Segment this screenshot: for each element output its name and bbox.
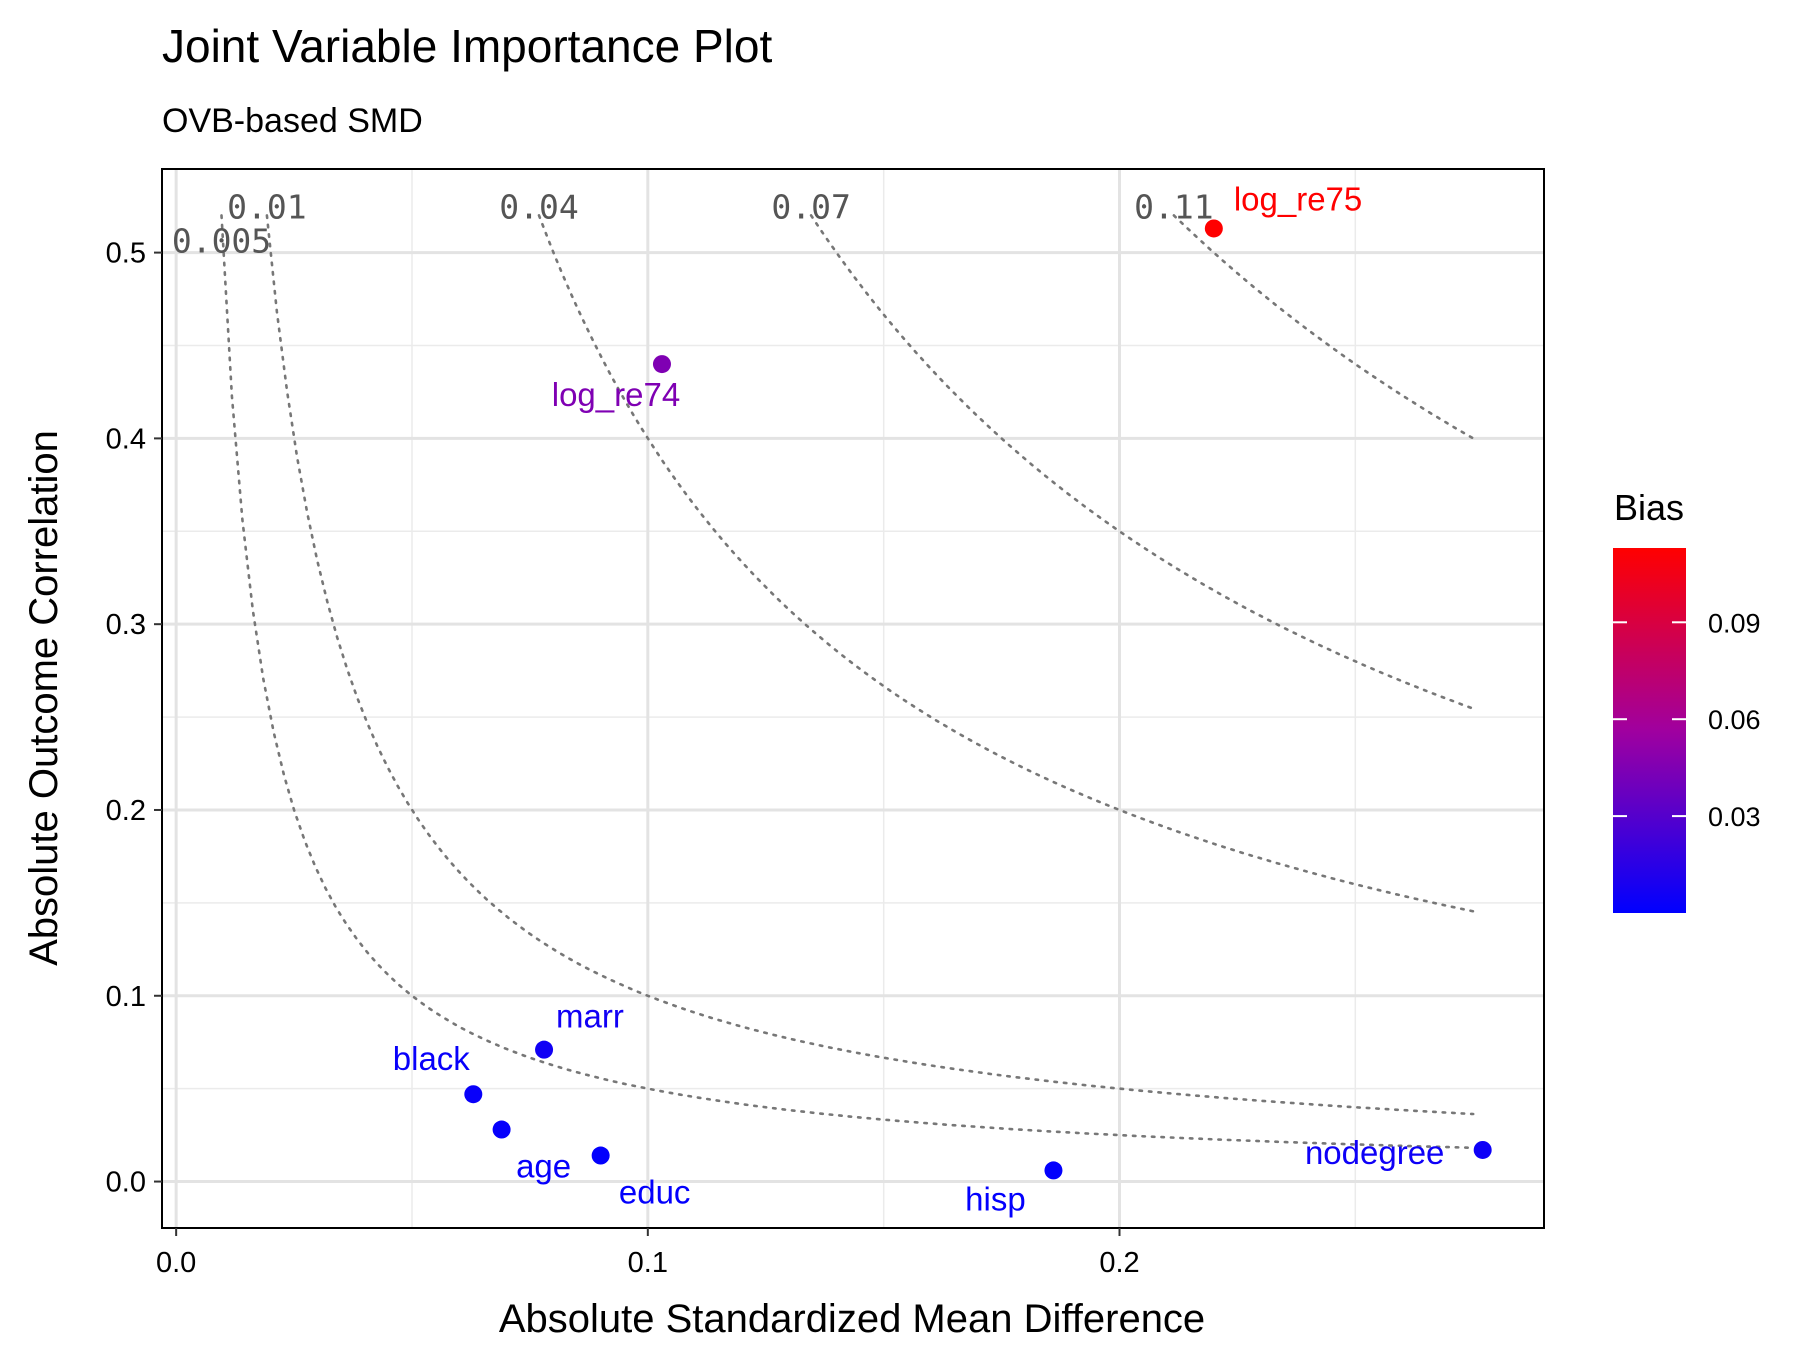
contour-label: 0.11 [1134,187,1213,226]
contour-line [265,214,1475,1116]
data-point [1204,219,1223,238]
x-tick-label: 0.0 [156,1247,196,1279]
contour-line [809,214,1475,710]
data-point [591,1146,610,1165]
legend-tick-label: 0.03 [1708,802,1761,832]
point-label: age [516,1148,571,1185]
contour-label: 0.07 [771,187,850,226]
chart-title: Joint Variable Importance Plot [162,20,772,72]
data-point [535,1040,554,1059]
contour-label: 0.01 [227,187,306,226]
point-label: log_re74 [552,376,680,413]
point-label: black [393,1040,471,1077]
x-tick-label: 0.1 [628,1247,668,1279]
point-label: marr [556,998,624,1035]
x-tick-label: 0.2 [1099,1247,1139,1279]
color-legend: Bias 0.03 0.06 0.09 [1613,487,1761,913]
data-point [652,355,671,374]
point-label: nodegree [1305,1134,1444,1171]
y-tick-label: 0.3 [106,609,146,641]
y-axis-title: Absolute Outcome Correlation [22,430,66,966]
x-axis-ticks: 0.0 0.1 0.2 [156,1228,1140,1279]
data-points [464,219,1492,1180]
bias-contours [220,214,1475,1150]
point-label: hisp [965,1180,1026,1217]
data-point [1473,1140,1492,1159]
legend-title: Bias [1614,487,1684,528]
y-tick-label: 0.0 [106,1167,146,1199]
point-label: log_re75 [1234,180,1362,217]
contour-label: 0.04 [499,187,578,226]
contour-line [220,214,1475,1150]
y-tick-label: 0.4 [106,423,146,455]
y-tick-label: 0.1 [106,981,146,1013]
legend-tick-label: 0.06 [1708,705,1761,735]
minor-gridlines [162,169,1544,1228]
data-point [492,1120,511,1139]
data-point [1044,1161,1063,1180]
contour-label: 0.005 [172,221,271,260]
y-tick-label: 0.5 [106,238,146,270]
point-label: educ [619,1174,691,1211]
data-point [464,1085,483,1104]
contour-line [1172,214,1475,440]
x-axis-title: Absolute Standardized Mean Difference [499,1297,1205,1341]
chart-subtitle: OVB-based SMD [162,102,423,140]
legend-tick-label: 0.09 [1708,608,1761,638]
y-axis-ticks: 0.0 0.1 0.2 0.3 0.4 0.5 [106,238,162,1199]
contour-line [537,214,1475,913]
legend-ticks: 0.03 0.06 0.09 [1613,608,1761,832]
major-gridlines [162,169,1544,1228]
y-tick-label: 0.2 [106,795,146,827]
plot-panel-border [161,168,1545,1229]
legend-colorbar [1613,548,1686,913]
